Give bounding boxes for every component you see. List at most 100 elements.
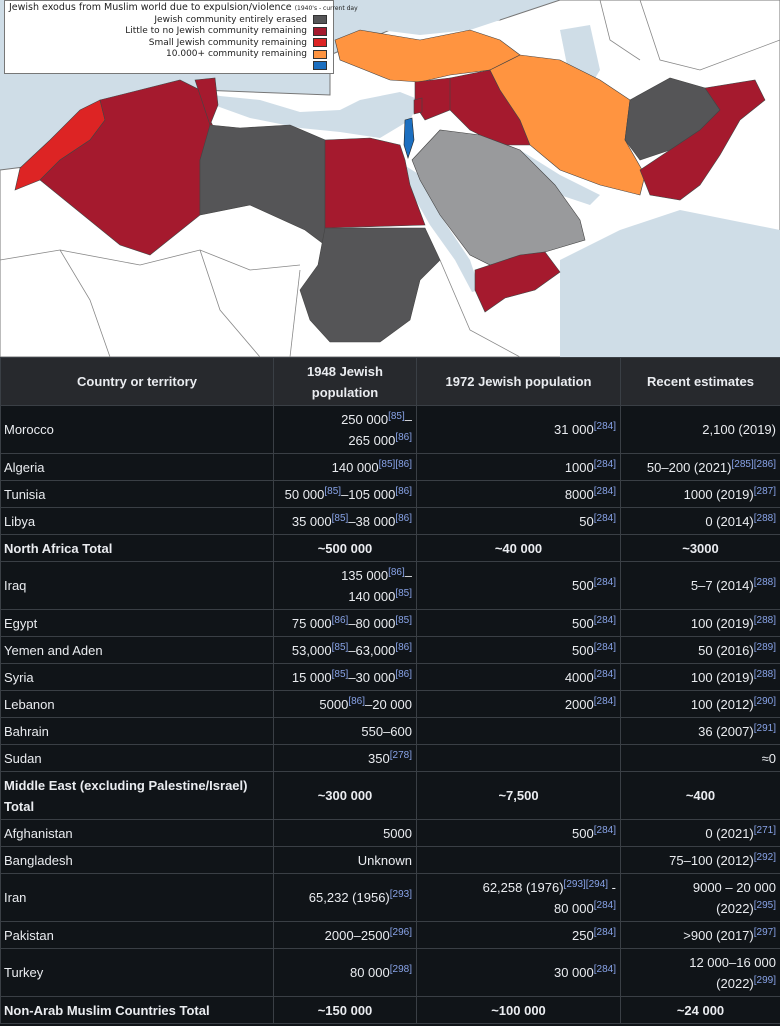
reference-link[interactable]: [299] [753, 974, 776, 986]
cell-line: 5–7 (2014)[288] [625, 575, 776, 596]
cell-line: (2022)[295] [625, 898, 776, 919]
reference-link[interactable]: [86] [395, 431, 412, 443]
pop-1972-cell [416, 717, 621, 745]
black-sea [360, 2, 500, 35]
country-libya [199, 124, 326, 246]
cell-line: >900 (2017)[297] [625, 925, 776, 946]
reference-link[interactable]: [86] [395, 485, 412, 497]
table-header-row: Country or territory 1948 Jewish populat… [0, 357, 780, 406]
pop-1972-cell: 500[284] [416, 561, 621, 610]
reference-link[interactable]: [85] [324, 485, 342, 497]
reference-link[interactable]: [86] [348, 695, 365, 707]
legend-swatch [313, 49, 327, 59]
reference-link[interactable]: [85] [378, 458, 396, 470]
cell-line: 2000–2500[296] [278, 925, 412, 946]
cell-text: –20 000 [365, 696, 412, 712]
cell-line: 140 000[85] [278, 586, 412, 607]
cell-text: 80 000 [349, 965, 390, 980]
reference-link[interactable]: [285] [731, 458, 754, 470]
reference-link[interactable]: [292] [753, 851, 776, 863]
header-1972[interactable]: 1972 Jewish population [416, 357, 621, 406]
header-1948[interactable]: 1948 Jewish population [273, 357, 417, 406]
reference-link[interactable]: [288] [753, 577, 776, 588]
reference-link[interactable]: [284] [593, 695, 616, 707]
reference-link[interactable]: [86] [395, 641, 412, 653]
cell-line: ~400 [625, 785, 776, 806]
reference-link[interactable]: [297] [753, 926, 776, 938]
reference-link[interactable]: [86] [331, 614, 349, 626]
table-row: Bahrain 550–600 36 (2007)[291] [0, 717, 780, 745]
cell-text: 500 [572, 578, 594, 593]
reference-link[interactable]: [284] [593, 614, 616, 626]
reference-link[interactable]: [293] [389, 889, 412, 900]
country-name-cell: North Africa Total [0, 534, 274, 562]
cell-line: 100 (2019)[288] [625, 613, 776, 634]
reference-link[interactable]: [85] [395, 614, 412, 626]
header-recent[interactable]: Recent estimates [620, 357, 780, 406]
reference-link[interactable]: [86] [395, 668, 412, 680]
reference-link[interactable]: [284] [593, 824, 616, 836]
recent-estimate-cell: ~24 000 [620, 996, 780, 1024]
reference-link[interactable]: [284] [593, 926, 616, 938]
reference-link[interactable]: [284] [593, 899, 616, 911]
cell-line: 135 000[86]– [278, 565, 412, 586]
cell-text: 140 000 [331, 459, 379, 475]
reference-link[interactable]: [287] [753, 485, 776, 497]
cell-text: 8000 [564, 486, 594, 502]
legend-label: Small Jewish community remaining [148, 37, 307, 48]
reference-link[interactable]: [296] [389, 926, 412, 938]
reference-link[interactable]: [284] [593, 964, 616, 975]
reference-link[interactable]: [284] [593, 668, 616, 680]
reference-link[interactable]: [85] [388, 410, 405, 422]
arabian-sea [560, 210, 780, 357]
recent-estimate-cell: ≈0 [620, 744, 780, 772]
cell-text: 36 (2007) [698, 723, 754, 739]
reference-link[interactable]: [271] [753, 824, 776, 836]
pop-1972-cell: 2000[284] [416, 690, 621, 718]
legend-swatch [313, 15, 327, 25]
reference-link[interactable]: [293] [563, 878, 586, 890]
cell-text: 75 000 [291, 615, 332, 631]
reference-link[interactable]: [85] [331, 668, 349, 680]
reference-link[interactable]: [86] [395, 512, 412, 524]
country-iran [489, 54, 646, 196]
reference-link[interactable]: [284] [593, 421, 616, 432]
cell-text: ~24 000 [676, 1002, 725, 1018]
cell-text: ~7,500 [498, 788, 539, 803]
legend-swatch [313, 26, 327, 36]
reference-link[interactable]: [294] [585, 878, 609, 890]
cell-line: 62,258 (1976)[293][294] - [421, 877, 616, 898]
reference-link[interactable]: [284] [593, 458, 616, 470]
reference-link[interactable]: [298] [389, 964, 412, 975]
reference-link[interactable]: [284] [593, 512, 616, 524]
reference-link[interactable]: [86] [388, 566, 405, 578]
cell-text: - [608, 879, 616, 895]
pop-1948-cell: 135 000[86]– 140 000[85] [273, 561, 417, 610]
recent-estimate-cell: 100 (2019)[288] [620, 609, 780, 637]
reference-link[interactable]: [295] [753, 899, 776, 911]
table-row: Bangladesh Unknown 75–100 (2012)[292] [0, 846, 780, 874]
reference-link[interactable]: [288] [753, 512, 776, 524]
reference-link[interactable]: [284] [593, 577, 616, 588]
reference-link[interactable]: [286] [753, 458, 776, 470]
country-tunisia [194, 77, 219, 126]
reference-link[interactable]: [284] [593, 641, 616, 653]
reference-link[interactable]: [278] [389, 749, 412, 761]
country-yemen [474, 251, 561, 313]
reference-link[interactable]: [85] [331, 512, 349, 524]
cell-line: 5000 [278, 823, 412, 844]
reference-link[interactable]: [85] [395, 587, 412, 599]
reference-link[interactable]: [288] [753, 668, 776, 680]
table-row: Lebanon 5000[86]–20 000 2000[284] 100 (2012… [0, 690, 780, 718]
reference-link[interactable]: [291] [753, 722, 776, 734]
reference-link[interactable]: [290] [753, 695, 776, 707]
reference-link[interactable]: [86] [395, 458, 412, 470]
reference-link[interactable]: [288] [753, 614, 776, 626]
reference-link[interactable]: [289] [753, 641, 776, 653]
pop-1972-cell: 50[284] [416, 507, 621, 535]
header-country[interactable]: Country or territory [0, 357, 274, 406]
reference-link[interactable]: [85] [331, 641, 349, 653]
pop-1972-cell: 30 000[284] [416, 948, 621, 997]
reference-link[interactable]: [284] [593, 485, 616, 497]
pop-1972-cell: 62,258 (1976)[293][294] -80 000[284] [416, 873, 621, 922]
